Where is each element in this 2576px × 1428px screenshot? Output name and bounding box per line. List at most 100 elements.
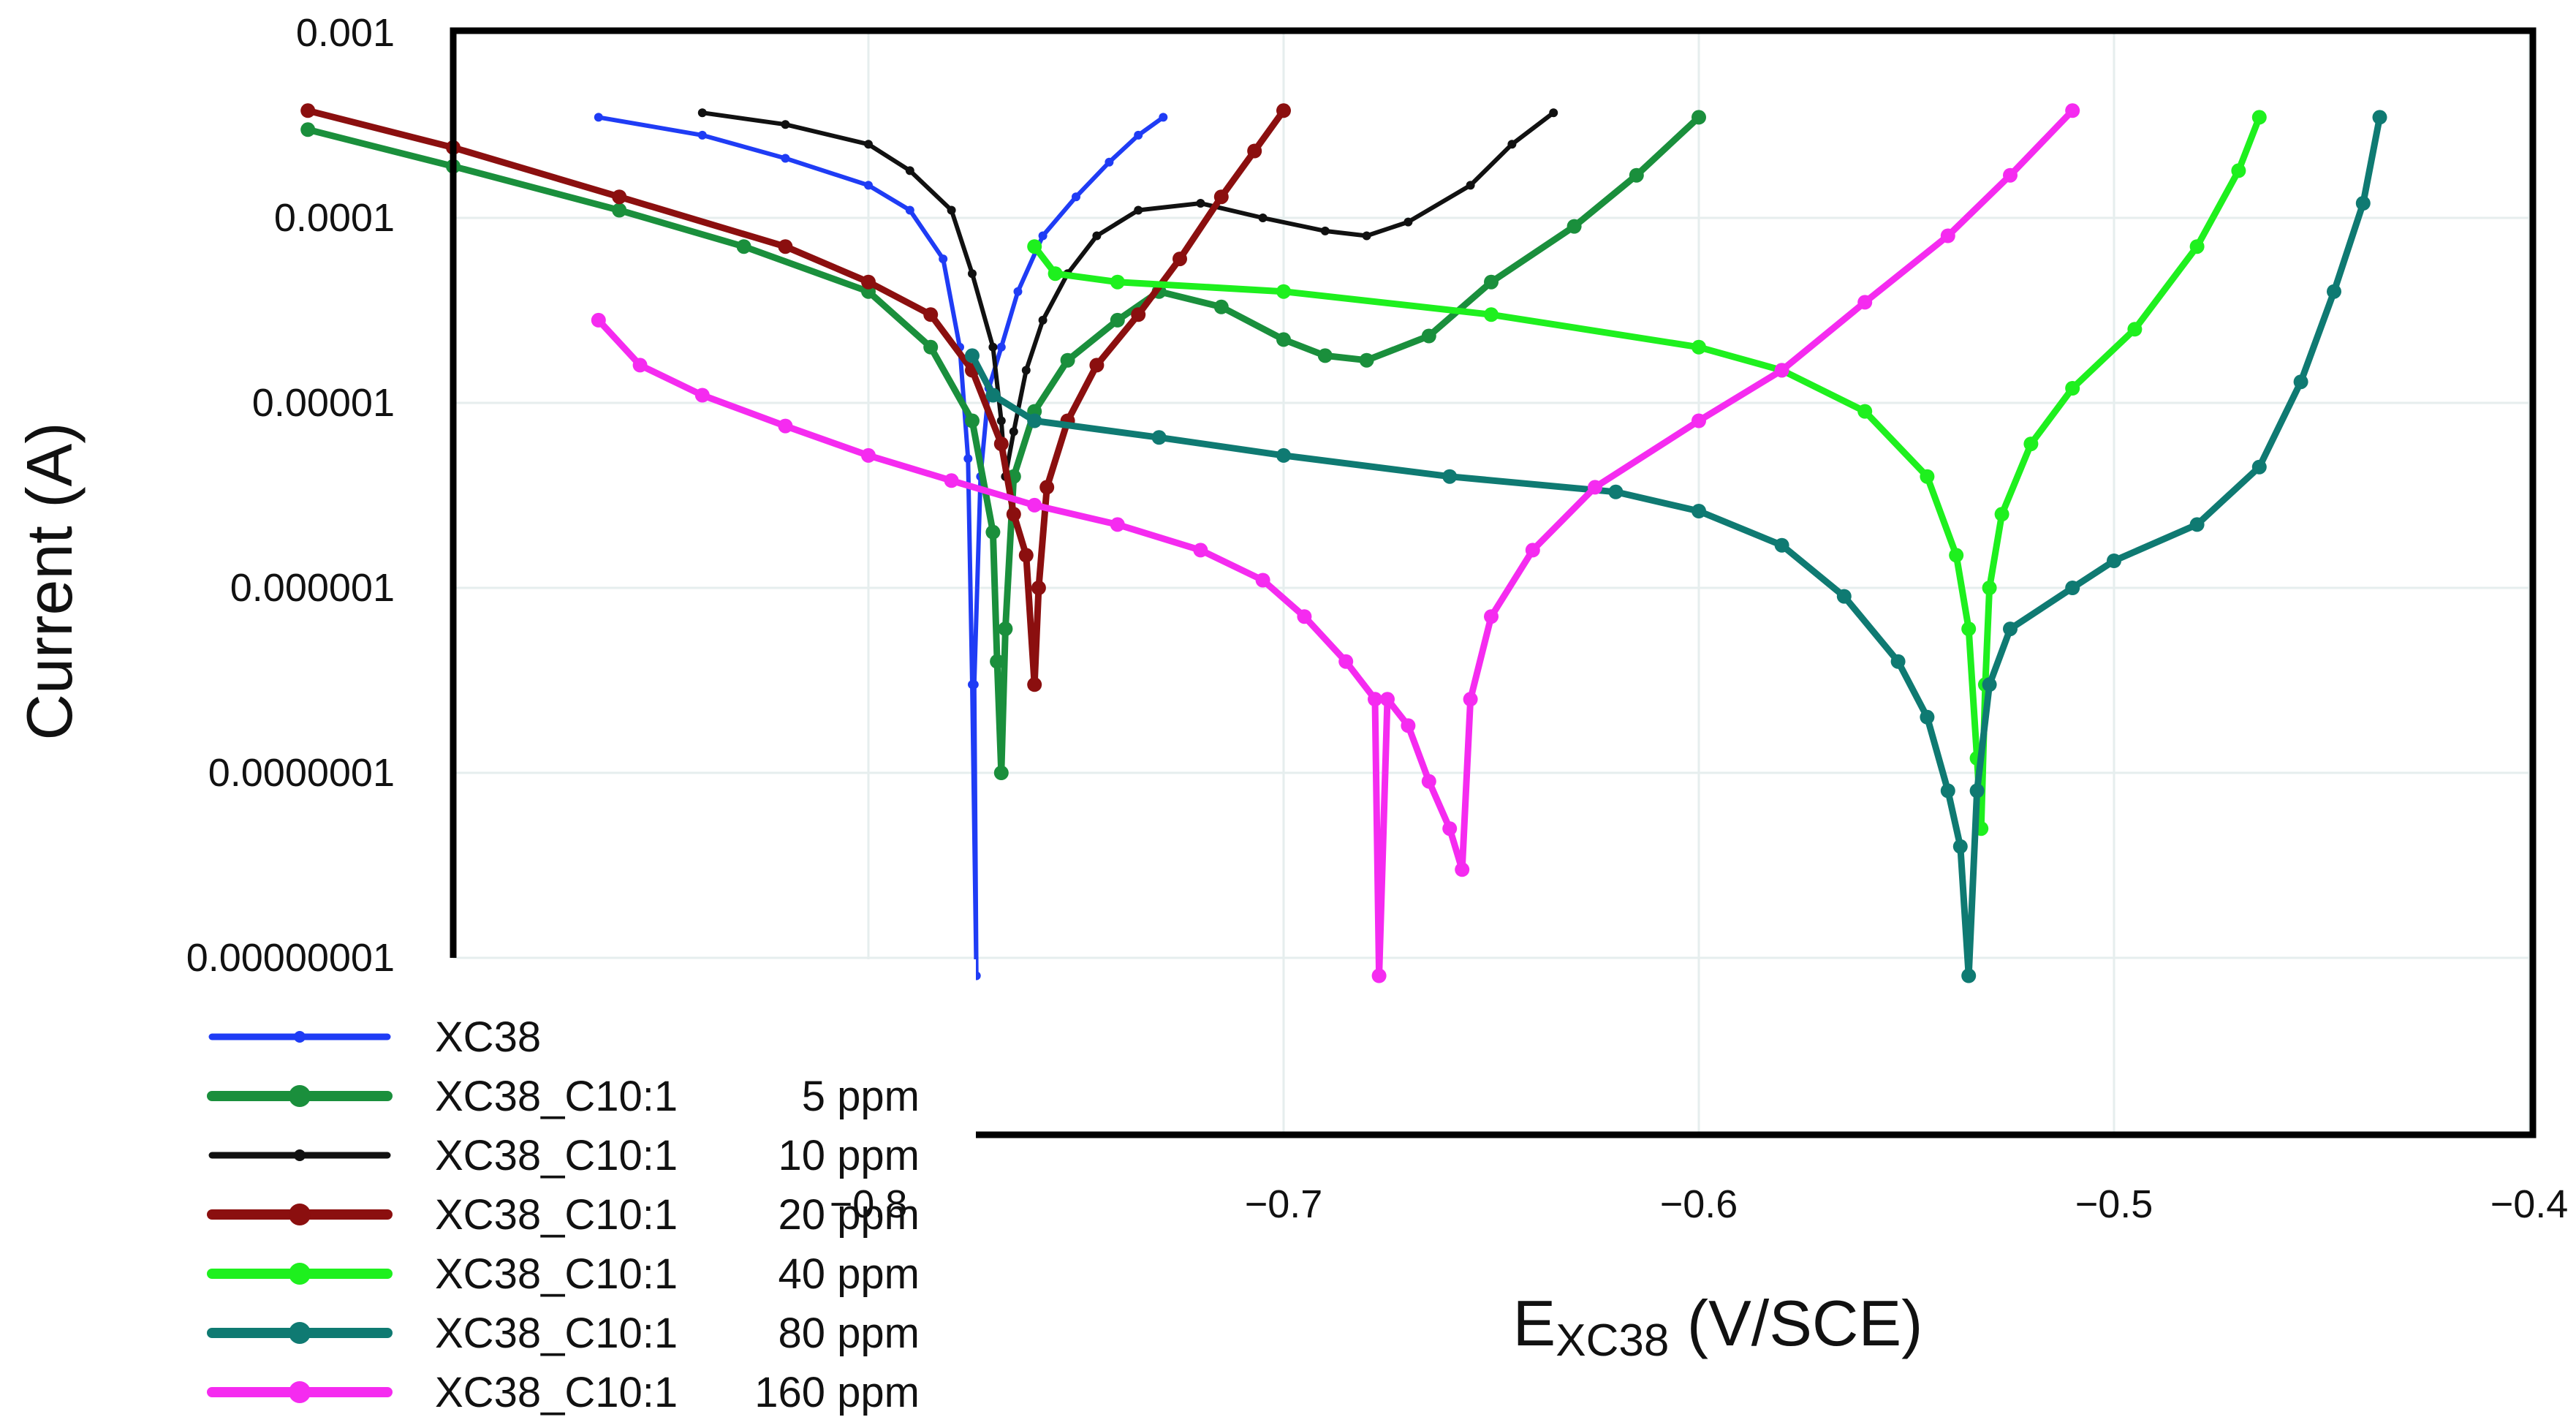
series-line-4: [1031, 113, 2263, 832]
data-point-1-17: [1276, 332, 1291, 347]
data-point-6-16: [1421, 774, 1436, 789]
data-point-5-17: [2003, 622, 2018, 637]
data-point-2-9: [1009, 427, 1018, 437]
series-line-0: [596, 115, 1166, 978]
legend-concentration-2: 10 ppm: [779, 1132, 920, 1179]
data-point-5-4: [1276, 447, 1291, 463]
legend-label-2: XC38_C10:1: [435, 1132, 678, 1179]
y-tick-label-0: 0.001: [296, 11, 395, 55]
data-point-3-0: [300, 103, 316, 118]
data-point-3-17: [1213, 189, 1229, 205]
data-point-1-0: [300, 122, 316, 137]
data-point-1-7: [985, 524, 1001, 540]
data-point-6-5: [944, 473, 959, 488]
x-axis-title-unit: (V/SCE): [1669, 1287, 1922, 1359]
data-point-2-3: [905, 166, 914, 175]
data-point-6-14: [1380, 692, 1395, 707]
data-point-6-8: [1193, 543, 1208, 558]
data-point-1-13: [1060, 352, 1075, 368]
legend-item-6: XC38_C10:1 160 ppm: [207, 1369, 920, 1416]
data-point-6-27: [2003, 167, 2018, 183]
data-point-5-15: [1969, 783, 1985, 798]
data-point-4-20: [2231, 163, 2246, 178]
data-point-6-12: [1368, 692, 1382, 707]
data-point-3-19: [1276, 103, 1291, 118]
data-point-0-3: [864, 181, 873, 190]
data-point-1-3: [736, 239, 751, 254]
data-point-3-2: [612, 189, 627, 205]
data-point-2-15: [1196, 199, 1205, 208]
legend-label-4: XC38_C10:1: [435, 1250, 678, 1298]
data-point-6-10: [1297, 609, 1312, 624]
data-point-6-24: [1774, 363, 1789, 378]
data-point-5-10: [1890, 654, 1906, 669]
data-point-2-7: [996, 416, 1006, 426]
data-point-2-22: [1549, 108, 1558, 118]
legend-item-0: XC38: [208, 1013, 541, 1061]
data-point-5-19: [2107, 554, 2121, 568]
y-tick-label-5: 0.00000001: [186, 936, 395, 980]
data-point-4-15: [1994, 507, 2009, 522]
data-point-3-7: [993, 437, 1009, 452]
y-tick-label-2: 0.00001: [252, 381, 395, 425]
legend-label-6: XC38_C10:1: [435, 1369, 678, 1416]
data-point-6-0: [591, 312, 606, 328]
data-point-5-14: [1961, 968, 1977, 983]
series-1: [300, 110, 1706, 780]
data-point-5-7: [1692, 504, 1706, 518]
series-3: [300, 103, 1291, 692]
data-point-6-28: [2065, 103, 2080, 118]
data-point-2-2: [864, 140, 873, 149]
series-0: [594, 113, 1168, 981]
data-point-1-16: [1213, 299, 1229, 314]
data-point-1-22: [1567, 219, 1582, 234]
data-point-5-22: [2293, 374, 2308, 390]
legend-concentration-5: 80 ppm: [779, 1310, 920, 1357]
x-tick-label-3: −0.5: [2075, 1182, 2153, 1226]
series-2: [697, 108, 1558, 481]
data-point-2-0: [697, 108, 707, 118]
legend-item-5: XC38_C10:1 80 ppm: [207, 1310, 920, 1357]
data-point-5-5: [1442, 469, 1458, 484]
data-point-3-12: [1039, 480, 1055, 495]
data-point-5-2: [1027, 413, 1042, 428]
legend-concentration-1: 5 ppm: [802, 1073, 920, 1120]
data-point-6-21: [1525, 543, 1540, 558]
data-point-6-6: [1027, 497, 1042, 513]
data-point-5-24: [2355, 196, 2371, 211]
data-point-3-11: [1031, 581, 1046, 595]
data-point-4-18: [2127, 322, 2143, 337]
data-point-1-2: [612, 203, 627, 218]
data-point-4-16: [2023, 437, 2039, 452]
plot-border: [450, 27, 2537, 1138]
x-tick-label-2: −0.6: [1660, 1182, 1738, 1226]
data-point-4-19: [2189, 239, 2205, 254]
legend: XC38 XC38_C10:1 5 ppm XC38_C10:1 10 ppm XC38_…: [207, 1013, 920, 1416]
data-point-5-11: [1920, 709, 1935, 725]
legend-swatch-marker-0: [294, 1031, 306, 1043]
data-point-5-8: [1774, 537, 1789, 553]
data-point-0-10: [969, 680, 979, 690]
data-point-5-23: [2327, 284, 2341, 299]
data-point-6-18: [1455, 862, 1470, 877]
data-point-2-4: [947, 205, 956, 215]
series-6: [591, 103, 2080, 983]
data-point-1-10: [998, 622, 1013, 637]
data-point-6-23: [1692, 413, 1706, 428]
y-axis-tick-labels: 0.001 0.0001 0.00001 0.000001 0.0000001 0.000…: [186, 11, 395, 980]
series-5: [965, 110, 2387, 983]
data-point-3-3: [778, 239, 793, 254]
data-point-1-24: [1692, 110, 1706, 125]
legend-concentration-6: 160 ppm: [754, 1369, 920, 1416]
data-point-5-16: [1982, 677, 1997, 692]
data-point-4-17: [2065, 381, 2080, 396]
data-point-4-10: [1961, 622, 1977, 637]
legend-label-5: XC38_C10:1: [435, 1310, 678, 1357]
data-point-1-18: [1317, 348, 1333, 363]
x-tick-label-1: −0.7: [1245, 1182, 1323, 1226]
data-point-4-4: [1484, 307, 1499, 322]
data-point-3-10: [1027, 677, 1042, 692]
data-point-0-14: [1013, 287, 1023, 296]
data-point-1-14: [1110, 312, 1125, 328]
data-point-6-17: [1442, 821, 1458, 836]
